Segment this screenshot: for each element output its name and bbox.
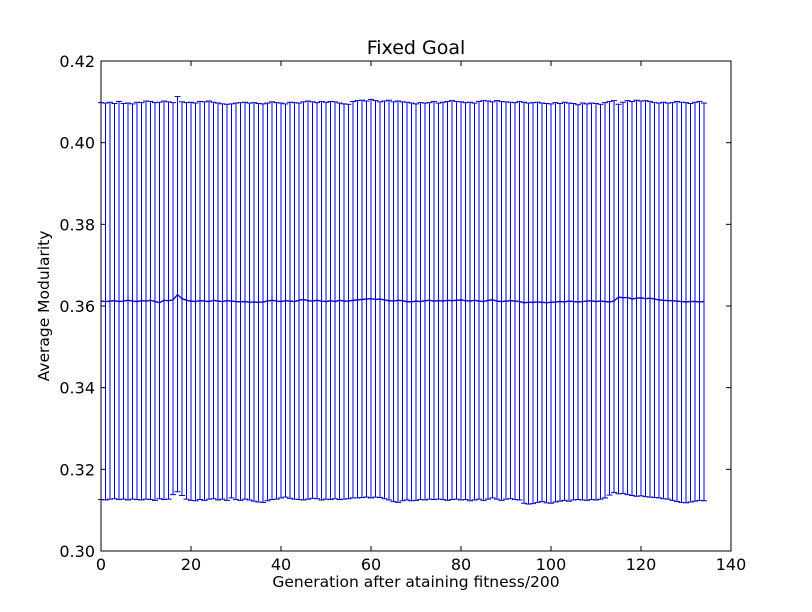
- x-tick-label: 20: [181, 555, 201, 574]
- x-tick-label: 100: [536, 555, 567, 574]
- x-tick-label: 60: [361, 555, 381, 574]
- y-tick-label: 0.32: [59, 460, 95, 479]
- y-tick-label: 0.38: [59, 215, 95, 234]
- x-axis-label: Generation after ataining fitness/200: [272, 573, 559, 591]
- y-axis-ticks: 0.30 0.32 0.34 0.36 0.38 0.40 0.42: [59, 52, 731, 561]
- y-axis-label: Average Modularity: [35, 231, 53, 382]
- x-axis-ticks: 0 20 40 60 80 100 120 140: [96, 61, 746, 574]
- y-tick-label: 0.34: [59, 379, 95, 398]
- y-tick-label: 0.42: [59, 52, 95, 71]
- x-tick-label: 80: [451, 555, 471, 574]
- mean-line: [100, 293, 705, 304]
- y-tick-label: 0.36: [59, 297, 95, 316]
- y-tick-label: 0.40: [59, 134, 95, 153]
- x-tick-label: 120: [626, 555, 657, 574]
- chart-title: Fixed Goal: [367, 37, 466, 59]
- x-tick-label: 40: [271, 555, 291, 574]
- y-tick-label: 0.30: [59, 542, 95, 561]
- x-tick-label: 140: [716, 555, 747, 574]
- x-tick-label: 0: [96, 555, 106, 574]
